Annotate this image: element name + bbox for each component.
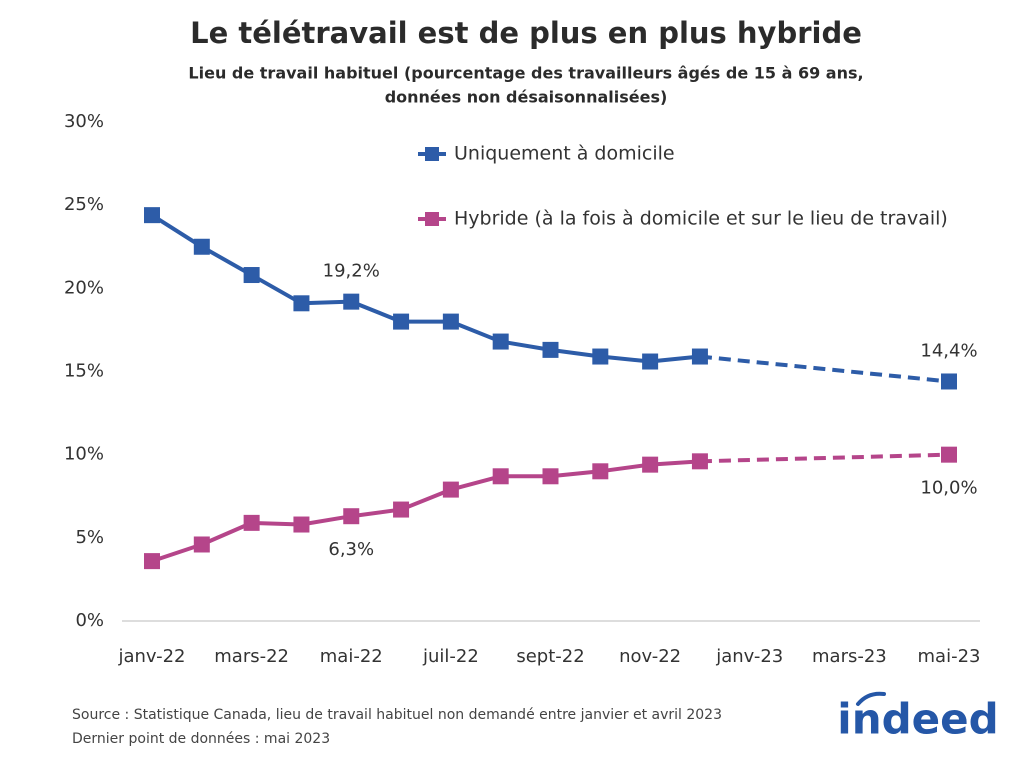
legend-marker <box>425 212 439 226</box>
footnote: Dernier point de données : mai 2023 <box>72 731 330 747</box>
series-line <box>150 213 701 364</box>
y-tick-label: 25% <box>64 194 104 215</box>
series-line <box>151 459 701 564</box>
y-tick-label: 20% <box>64 277 104 298</box>
marker <box>144 553 160 570</box>
marker <box>293 295 310 312</box>
marker <box>293 516 310 533</box>
marker <box>691 453 708 470</box>
data-label: 10,0% <box>920 478 977 499</box>
marker <box>592 463 609 480</box>
marker <box>343 293 360 310</box>
marker <box>691 348 708 365</box>
data-label: 6,3% <box>328 539 374 560</box>
x-tick-label: mai-23 <box>918 646 981 667</box>
x-tick-label: mars-23 <box>812 646 887 667</box>
data-label: 14,4% <box>920 340 977 361</box>
marker <box>592 348 609 365</box>
logo: indeed <box>837 695 998 744</box>
x-tick-label: sept-22 <box>516 646 584 667</box>
marker <box>193 238 210 255</box>
series-line-dashed <box>699 452 950 464</box>
x-tick-label: mai-22 <box>320 646 383 667</box>
marker <box>492 333 509 350</box>
data-label: 19,2% <box>323 261 380 282</box>
y-tick-label: 5% <box>75 527 104 548</box>
chart-subtitle: données non désaisonnalisées) <box>385 88 668 107</box>
legend-label: Hybride (à la fois à domicile et sur le … <box>454 208 948 230</box>
marker <box>442 481 459 498</box>
y-tick-label: 0% <box>75 610 104 631</box>
marker <box>393 501 410 518</box>
chart-subtitle: Lieu de travail habituel (pourcentage de… <box>188 64 863 83</box>
y-tick-label: 30% <box>64 111 104 132</box>
marker <box>343 508 360 525</box>
marker <box>642 456 659 473</box>
legend-marker <box>425 147 439 161</box>
marker <box>442 313 459 330</box>
x-tick-label: mars-22 <box>214 646 289 667</box>
y-tick-label: 15% <box>64 361 104 382</box>
legend-label: Uniquement à domicile <box>454 143 675 165</box>
x-tick-label: janv-23 <box>715 646 783 667</box>
marker <box>941 446 957 463</box>
marker <box>144 207 160 224</box>
marker <box>542 341 559 358</box>
x-tick-label: nov-22 <box>619 646 681 667</box>
marker <box>193 536 210 553</box>
marker <box>492 468 509 485</box>
marker <box>642 353 659 370</box>
x-tick-label: juil-22 <box>422 646 479 667</box>
x-tick-label: janv-22 <box>117 646 185 667</box>
marker <box>941 373 957 390</box>
series-line-dashed <box>699 354 950 384</box>
marker <box>542 468 559 485</box>
marker <box>393 313 410 330</box>
marker <box>243 267 260 284</box>
source: Source : Statistique Canada, lieu de tra… <box>72 707 722 723</box>
logo-arc <box>856 691 886 706</box>
marker <box>243 514 260 531</box>
y-tick-label: 10% <box>64 444 104 465</box>
chart-title: Le télétravail est de plus en plus hybri… <box>190 16 862 50</box>
